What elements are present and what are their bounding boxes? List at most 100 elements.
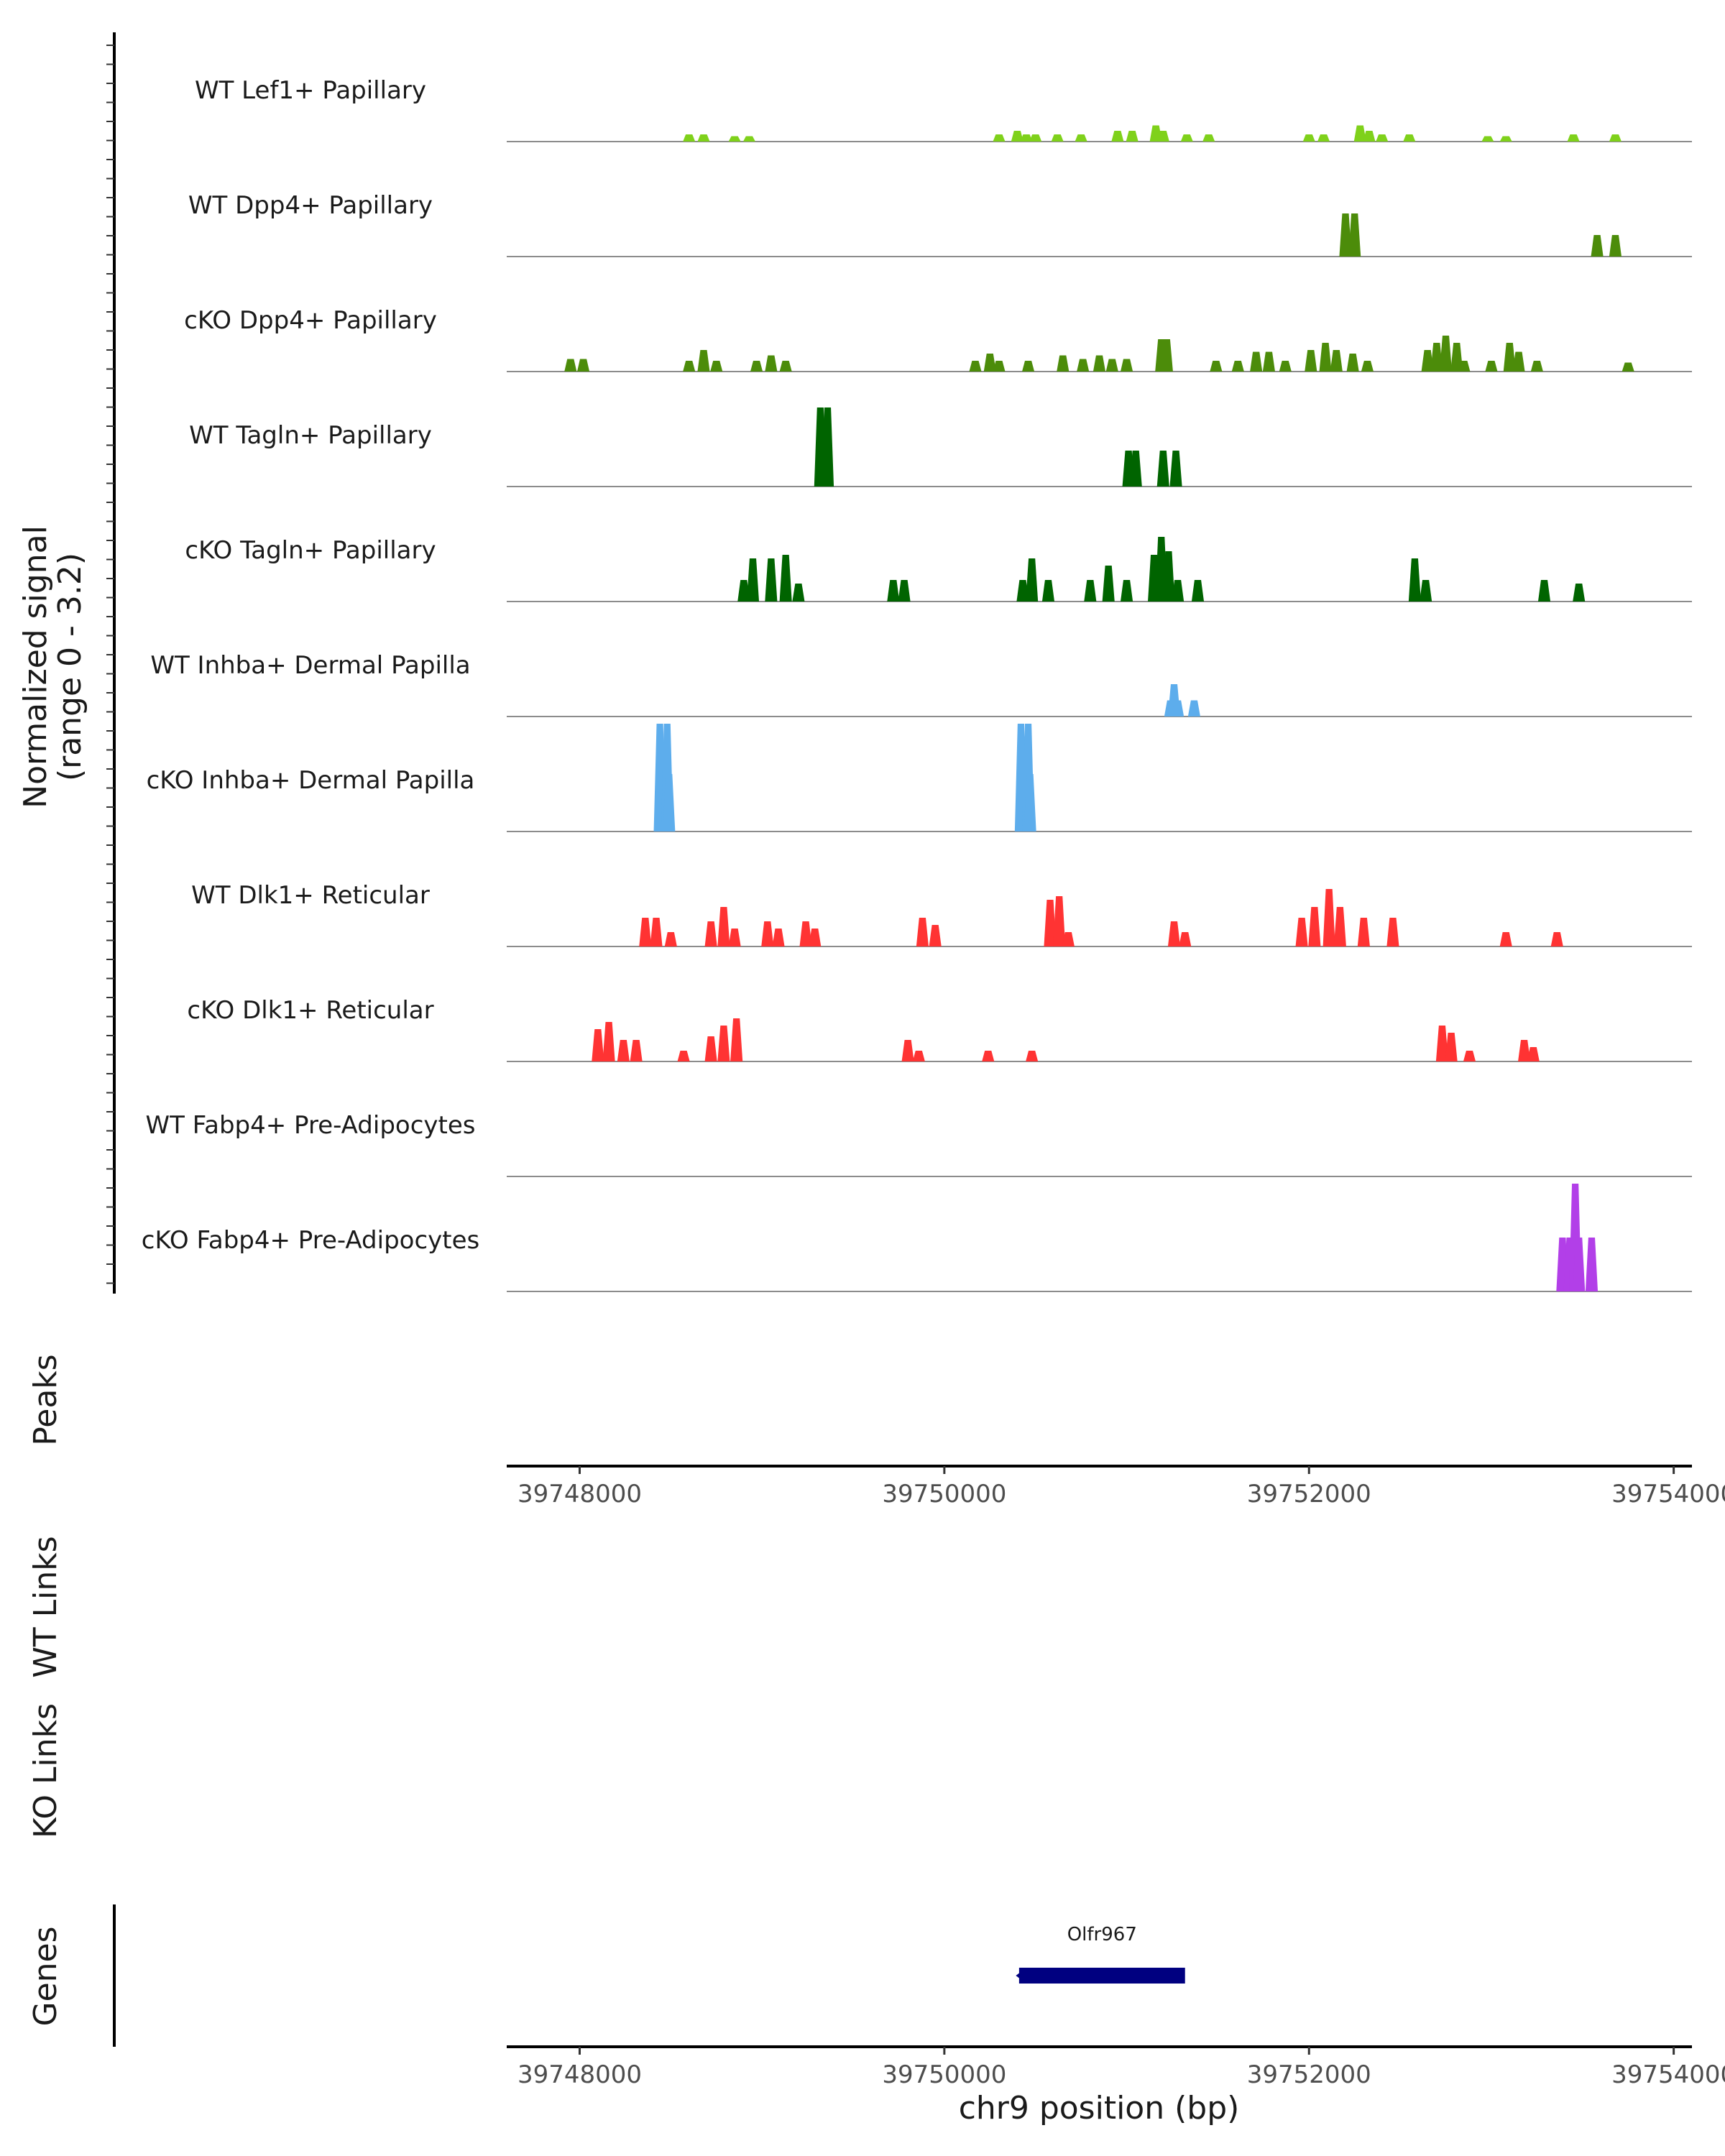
x-tick-label: 39752000 xyxy=(1247,1480,1371,1508)
coverage-bar xyxy=(1527,1047,1540,1061)
coverage-bar xyxy=(717,1026,730,1061)
coverage-bar xyxy=(772,929,785,946)
x-tick-label: 39754000 xyxy=(1611,1480,1725,1508)
coverage-bar xyxy=(1308,907,1321,946)
coverage-bar xyxy=(1567,134,1580,142)
coverage-track: cKO Dpp4+ Papillary xyxy=(184,306,1692,372)
coverage-bar xyxy=(1041,580,1055,602)
coverage-track: WT Tagln+ Papillary xyxy=(189,407,1692,487)
coverage-track: cKO Tagln+ Papillary xyxy=(185,536,1692,602)
coverage-bar xyxy=(1585,1238,1598,1291)
coverage-bar xyxy=(1550,932,1563,946)
coverage-tracks: WT Lef1+ Papillary WT Dpp4+ Papillary cKO … xyxy=(142,76,1692,1292)
coverage-bar xyxy=(1162,551,1175,602)
coverage-bar xyxy=(1353,125,1366,142)
x-tick-label: 39748000 xyxy=(518,2060,642,2089)
coverage-track: WT Inhba+ Dermal Papilla xyxy=(150,651,1692,717)
track-label: cKO Fabp4+ Pre-Adipocytes xyxy=(142,1226,480,1255)
coverage-bar xyxy=(1111,131,1124,142)
coverage-bar xyxy=(1016,580,1029,602)
coverage-bar xyxy=(704,921,717,946)
coverage-bar xyxy=(821,407,834,487)
genes-panel-title: Genes xyxy=(27,1926,64,2026)
coverage-bar xyxy=(1062,932,1075,946)
coverage-bar xyxy=(765,355,778,372)
coverage-bar xyxy=(1160,339,1173,372)
coverage-bar xyxy=(1053,896,1066,946)
coverage-bar xyxy=(1021,361,1035,372)
track-label: WT Tagln+ Papillary xyxy=(189,421,432,450)
coverage-bar xyxy=(1305,350,1317,372)
coverage-bar xyxy=(1167,921,1181,946)
coverage-bar xyxy=(704,1036,717,1061)
y-axis-ticks xyxy=(106,45,114,1284)
y-axis-title: Normalized signal (range 0 - 3.2) xyxy=(17,525,88,808)
coverage-bar xyxy=(1029,134,1042,142)
gene-body xyxy=(1018,1968,1185,1984)
coverage-bar xyxy=(898,580,911,602)
coverage-track: cKO Inhba+ Dermal Papilla xyxy=(147,724,1692,832)
y-axis-title-line1: Normalized signal xyxy=(17,525,54,808)
x-tick-label: 39754000 xyxy=(1611,2060,1725,2089)
coverage-bar xyxy=(1622,362,1634,372)
coverage-track: WT Fabp4+ Pre-Adipocytes xyxy=(146,1111,1692,1177)
coverage-bar xyxy=(1518,1040,1531,1061)
coverage-bar xyxy=(779,361,792,372)
coverage-bar xyxy=(1179,932,1192,946)
coverage-bar xyxy=(761,921,774,946)
coverage-bar xyxy=(1435,1026,1449,1061)
coverage-bar xyxy=(1105,359,1118,372)
coverage-bar xyxy=(1609,235,1622,257)
coverage-bar xyxy=(912,1051,925,1061)
coverage-bar xyxy=(1357,918,1370,946)
coverage-bar xyxy=(746,558,760,602)
x-tick-label: 39748000 xyxy=(518,1480,642,1508)
coverage-bar xyxy=(1317,134,1330,142)
coverage-bar xyxy=(664,932,677,946)
coverage-track: WT Dlk1+ Reticular xyxy=(191,881,1692,947)
x-axis-title: chr9 position (bp) xyxy=(959,2090,1240,2127)
track-label: cKO Inhba+ Dermal Papilla xyxy=(147,766,475,795)
coverage-bar xyxy=(1120,580,1133,602)
coverage-bar xyxy=(1250,351,1263,372)
coverage-bar xyxy=(1403,134,1416,142)
coverage-bar xyxy=(1609,134,1622,142)
coverage-bar xyxy=(901,1040,914,1061)
coverage-bar xyxy=(983,354,996,372)
coverage-bar xyxy=(779,555,792,602)
coverage-bar xyxy=(1319,343,1332,372)
coverage-track: WT Lef1+ Papillary xyxy=(195,76,1692,142)
coverage-bar xyxy=(969,361,982,372)
coverage-bar xyxy=(1430,343,1443,372)
coverage-bar xyxy=(1363,131,1376,142)
coverage-bar xyxy=(1339,213,1352,257)
coverage-bar xyxy=(697,350,710,372)
coverage-bar xyxy=(663,774,676,831)
coverage-track: WT Dpp4+ Papillary xyxy=(188,191,1692,257)
coverage-bar xyxy=(1530,361,1543,372)
coverage-bar xyxy=(683,134,696,142)
coverage-bar xyxy=(1077,359,1090,372)
coverage-track: cKO Fabp4+ Pre-Adipocytes xyxy=(142,1184,1692,1292)
coverage-bar xyxy=(1361,361,1374,372)
coverage-bar xyxy=(1295,918,1308,946)
coverage-bar xyxy=(1020,134,1033,142)
coverage-bar xyxy=(1346,354,1359,372)
track-label: WT Inhba+ Dermal Papilla xyxy=(150,651,470,680)
track-label: WT Fabp4+ Pre-Adipocytes xyxy=(146,1111,476,1140)
coverage-bar xyxy=(887,580,900,602)
coverage-bar xyxy=(1445,1033,1458,1061)
coverage-bar xyxy=(1202,134,1215,142)
genes-x-axis: 39748000 39750000 39752000 39754000 xyxy=(518,2047,1725,2089)
coverage-bar xyxy=(1084,580,1097,602)
coverage-bar xyxy=(1180,134,1193,142)
coverage-bar xyxy=(1231,361,1244,372)
track-label: WT Dlk1+ Reticular xyxy=(191,881,430,910)
coverage-bar xyxy=(1156,131,1169,142)
track-label: cKO Dlk1+ Reticular xyxy=(187,996,433,1025)
coverage-bar xyxy=(1102,566,1115,602)
coverage-bar xyxy=(1187,700,1200,717)
coverage-bar xyxy=(564,359,577,372)
coverage-bar xyxy=(717,907,730,946)
gene-label: Olfr967 xyxy=(1067,1924,1137,1945)
